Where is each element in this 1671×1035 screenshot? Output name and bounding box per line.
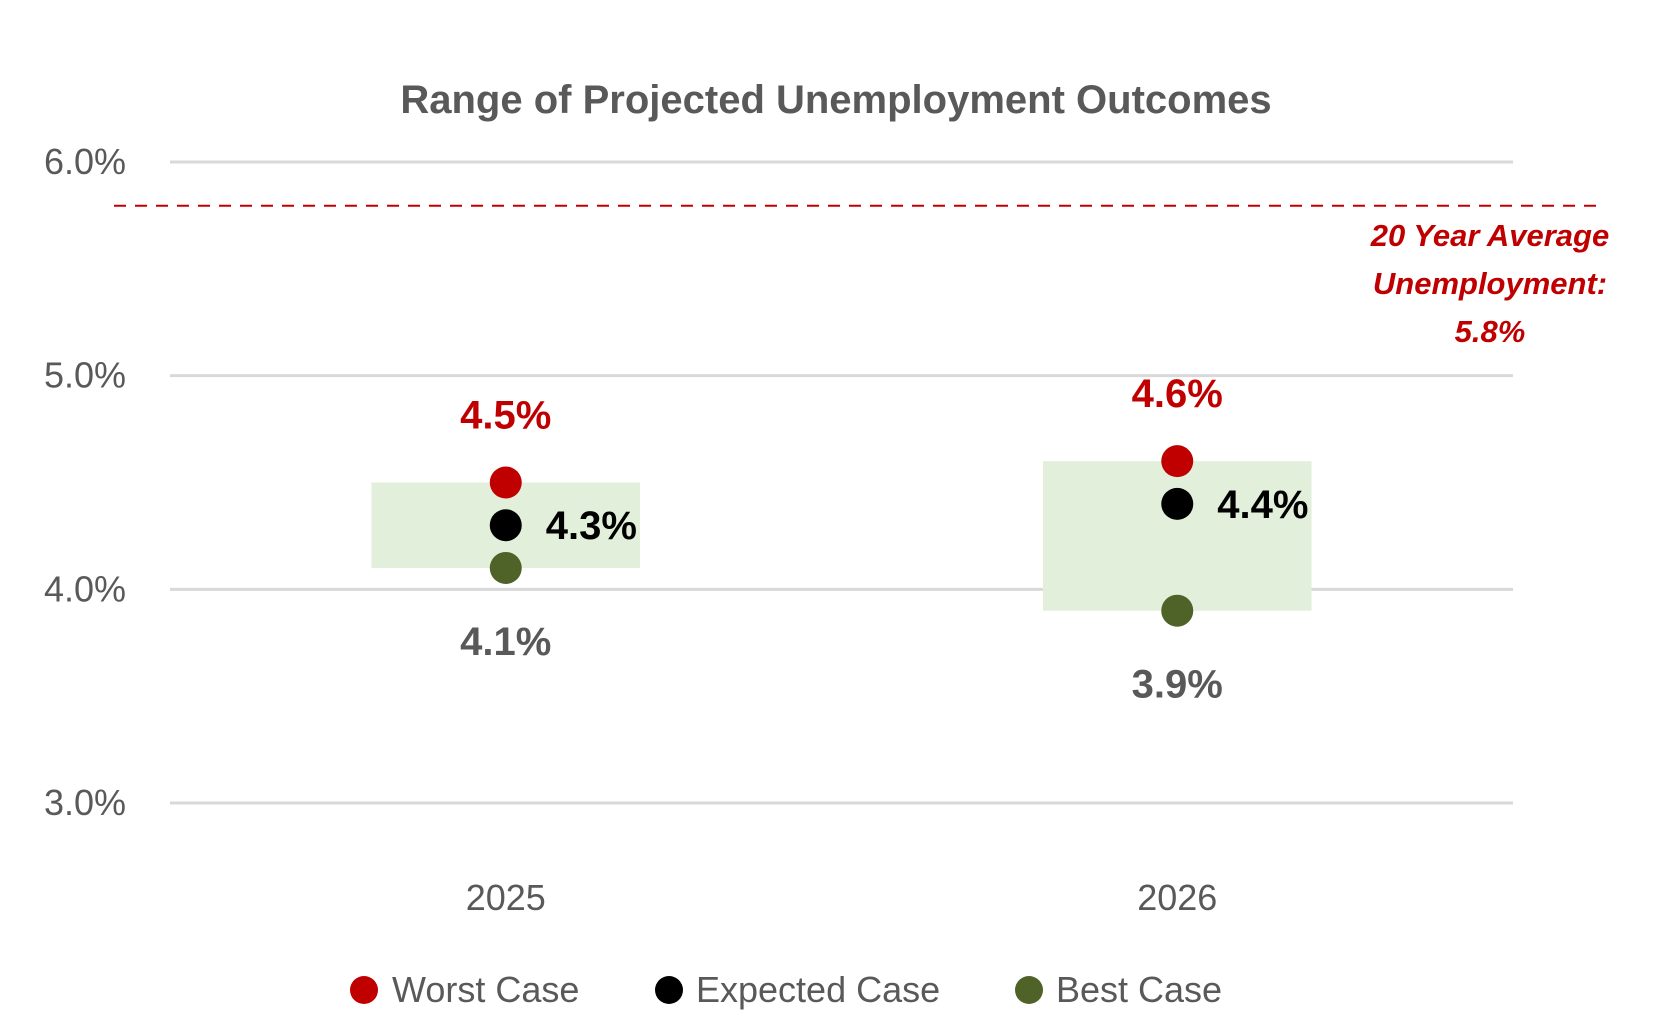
- legend-item: Best Case: [1015, 969, 1222, 1010]
- legend-item: Worst Case: [350, 969, 579, 1010]
- chart-title: Range of Projected Unemployment Outcomes: [400, 78, 1271, 122]
- legend-label: Best Case: [1056, 969, 1222, 1010]
- x-tick-label: 2025: [466, 877, 546, 918]
- legend: Worst Case Expected Case Best Case: [350, 969, 1222, 1010]
- reference-line-group: 20 Year Average Unemployment: 5.8%: [114, 204, 1609, 349]
- data-point: [489, 466, 522, 499]
- data-label: 4.4%: [1217, 483, 1308, 527]
- reference-annotation: Unemployment:: [1373, 266, 1607, 301]
- legend-marker: [350, 976, 378, 1004]
- data-points: 4.5% 4.6% 4.3% 4.4% 4.1% 3.9%: [460, 372, 1308, 707]
- data-label: 4.5%: [460, 394, 551, 438]
- data-point: [1161, 445, 1194, 478]
- y-tick-label: 5.0%: [44, 355, 126, 396]
- range-box: [1042, 461, 1312, 611]
- y-tick-label: 4.0%: [44, 568, 126, 609]
- x-axis-ticks: 2025 2026: [466, 877, 1218, 918]
- legend-marker: [1015, 976, 1043, 1004]
- x-tick-label: 2026: [1137, 877, 1217, 918]
- data-label: 4.1%: [460, 620, 551, 664]
- data-point: [489, 551, 522, 584]
- legend-label: Expected Case: [696, 969, 940, 1010]
- y-tick-label: 6.0%: [44, 141, 126, 182]
- data-point: [1161, 487, 1194, 520]
- legend-marker: [655, 976, 683, 1004]
- data-point: [489, 509, 522, 542]
- legend-item: Expected Case: [655, 969, 940, 1010]
- y-axis-ticks: 3.0% 4.0% 5.0% 6.0%: [44, 141, 126, 823]
- data-label: 3.9%: [1132, 663, 1223, 707]
- reference-annotation: 20 Year Average: [1370, 218, 1609, 253]
- data-label: 4.6%: [1132, 372, 1223, 416]
- reference-annotation: 5.8%: [1455, 314, 1526, 349]
- data-label: 4.3%: [546, 504, 637, 548]
- data-point: [1161, 594, 1194, 627]
- legend-label: Worst Case: [392, 969, 579, 1010]
- y-tick-label: 3.0%: [44, 782, 126, 823]
